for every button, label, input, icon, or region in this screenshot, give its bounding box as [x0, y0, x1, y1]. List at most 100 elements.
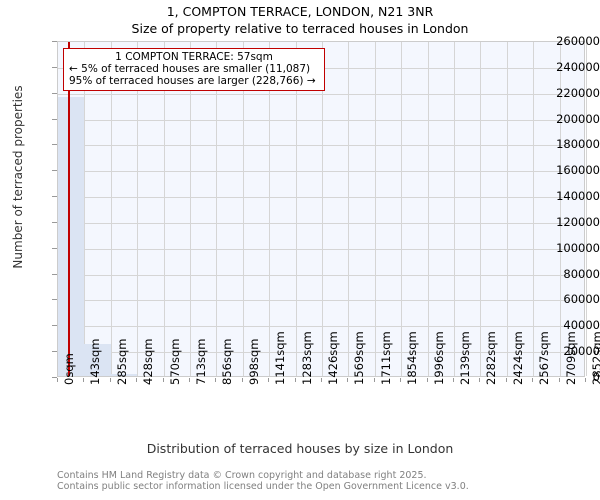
y-tick-label: 180000 [556, 137, 600, 152]
y-tick-label: 120000 [556, 214, 600, 229]
gridline-vertical [190, 42, 191, 376]
x-tick-mark [479, 378, 481, 382]
x-tick-mark [294, 378, 296, 382]
y-tick-label: 260000 [556, 34, 600, 48]
x-tick-mark [505, 378, 507, 382]
gridline-vertical [269, 42, 271, 376]
y-tick-mark [52, 325, 57, 327]
x-tick-mark [321, 378, 322, 382]
gridline-horizontal [58, 171, 584, 173]
footer-line-2: Contains public sector information licen… [57, 481, 469, 492]
y-tick-label: 200000 [556, 111, 600, 126]
x-tick-label: 1854sqm [405, 331, 420, 385]
x-tick-label: 1711sqm [378, 331, 393, 385]
y-tick-label: 140000 [556, 189, 600, 204]
x-tick-label: 998sqm [246, 338, 261, 385]
y-tick-mark [52, 221, 57, 223]
y-tick-mark [52, 118, 57, 120]
gridline-horizontal [58, 248, 584, 250]
chart-footer: Contains HM Land Registry data © Crown c… [57, 470, 597, 492]
x-tick-label: 1141sqm [273, 331, 288, 385]
y-tick-mark [52, 92, 57, 94]
x-tick-label: 856sqm [220, 338, 235, 385]
x-axis-label: Distribution of terraced houses by size … [146, 441, 454, 456]
x-tick-mark [136, 378, 138, 382]
y-tick-mark [52, 351, 57, 353]
chart-plot-area [57, 41, 587, 377]
y-tick-mark [52, 377, 57, 378]
y-tick-mark [52, 196, 57, 198]
y-tick-mark [52, 144, 57, 146]
x-tick-mark [347, 378, 349, 382]
gridline-horizontal [58, 93, 584, 95]
gridline-horizontal [58, 145, 584, 147]
x-tick-mark [453, 378, 454, 382]
x-tick-label: 285sqm [114, 338, 129, 385]
histogram-bar [84, 343, 111, 376]
gridline-vertical [533, 42, 535, 376]
x-tick-label: 428sqm [141, 338, 156, 385]
y-tick-label: 240000 [556, 59, 600, 74]
gridline-vertical [559, 42, 561, 376]
y-tick-label: 20000 [563, 344, 600, 359]
gridline-horizontal [58, 222, 584, 224]
x-tick-label: 1426sqm [326, 331, 340, 385]
x-tick-mark [532, 378, 534, 382]
gridline-horizontal [58, 300, 584, 302]
x-tick-mark [373, 378, 375, 382]
y-tick-mark [52, 66, 57, 68]
gridline-vertical [163, 42, 165, 376]
property-annotation-box: 1 COMPTON TERRACE: 57sqm ← 5% of terrace… [63, 48, 325, 91]
gridline-horizontal [58, 352, 584, 354]
histogram-bar [110, 374, 138, 376]
y-tick-label: 40000 [563, 318, 600, 333]
gridline-vertical [242, 42, 244, 376]
y-tick-label: 220000 [556, 85, 600, 100]
x-tick-label: 1996sqm [431, 331, 446, 385]
y-tick-label: 80000 [563, 266, 600, 281]
footer-line-1: Contains HM Land Registry data © Crown c… [57, 470, 427, 481]
gridline-vertical [348, 42, 350, 376]
x-tick-mark [585, 378, 586, 382]
y-tick-mark [52, 170, 57, 172]
x-tick-mark [162, 378, 164, 382]
gridline-vertical [506, 42, 508, 376]
y-tick-mark [52, 41, 57, 42]
y-tick-mark [52, 299, 57, 301]
x-tick-label: 0sqm [62, 353, 76, 385]
page-title: 1, COMPTON TERRACE, LONDON, N21 3NR [166, 4, 434, 19]
y-tick-label: 0 [592, 370, 600, 384]
x-tick-label: 2424sqm [510, 331, 525, 385]
x-tick-mark [109, 378, 111, 382]
gridline-horizontal [58, 119, 584, 121]
x-tick-label: 570sqm [167, 338, 182, 385]
gridline-vertical [216, 42, 218, 376]
x-tick-label: 2852sqm [590, 331, 600, 385]
gridline-vertical [295, 42, 297, 376]
x-tick-mark [558, 378, 560, 382]
annotation-line-3: 95% of terraced houses are larger (228,7… [69, 75, 316, 87]
y-tick-label: 160000 [556, 163, 600, 178]
x-tick-label: 2709sqm [563, 331, 578, 385]
property-size-marker-line [68, 42, 70, 376]
x-tick-mark [426, 378, 428, 382]
x-tick-mark [83, 378, 85, 382]
x-tick-label: 2282sqm [484, 331, 499, 385]
gridline-vertical [427, 42, 429, 376]
chart-title-block: 1, COMPTON TERRACE, LONDON, N21 3NR Size… [0, 0, 600, 37]
y-tick-mark [52, 247, 57, 249]
annotation-line-2: ← 5% of terraced houses are smaller (11,… [69, 63, 311, 75]
gridline-vertical [480, 42, 482, 376]
gridline-vertical [84, 42, 86, 376]
histogram-bar [58, 96, 85, 376]
annotation-line-1: 1 COMPTON TERRACE: 57sqm [115, 51, 273, 63]
gridline-vertical [374, 42, 376, 376]
x-tick-mark [241, 378, 243, 382]
x-tick-label: 143sqm [88, 338, 103, 385]
gridline-horizontal [58, 326, 584, 328]
x-tick-mark [400, 378, 402, 382]
x-tick-mark [268, 378, 270, 382]
x-tick-label: 1283sqm [299, 331, 314, 385]
gridline-vertical [322, 42, 323, 376]
gridline-horizontal [58, 197, 584, 199]
